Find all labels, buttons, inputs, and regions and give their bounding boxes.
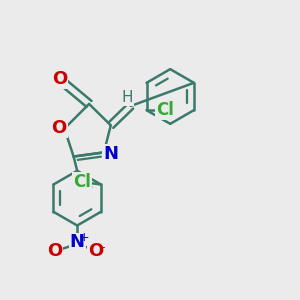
Text: N: N bbox=[103, 145, 118, 163]
Text: O: O bbox=[88, 242, 103, 260]
Text: H: H bbox=[122, 90, 133, 105]
Text: O: O bbox=[52, 70, 68, 88]
Text: O: O bbox=[47, 242, 62, 260]
Text: -: - bbox=[100, 241, 105, 254]
Text: Cl: Cl bbox=[73, 172, 91, 190]
Text: N: N bbox=[70, 233, 85, 251]
Text: +: + bbox=[78, 232, 89, 244]
Text: Cl: Cl bbox=[156, 101, 174, 119]
Text: O: O bbox=[51, 119, 67, 137]
